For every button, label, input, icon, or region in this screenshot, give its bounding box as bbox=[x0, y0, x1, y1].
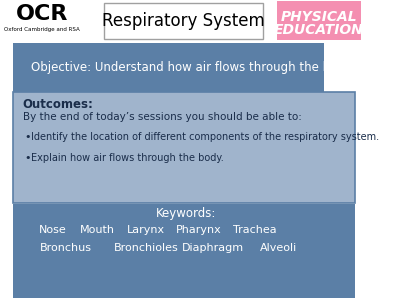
Text: Outcomes:: Outcomes: bbox=[23, 98, 94, 110]
Text: Oxford Cambridge and RSA: Oxford Cambridge and RSA bbox=[4, 26, 80, 32]
FancyBboxPatch shape bbox=[13, 43, 324, 93]
Text: Mouth: Mouth bbox=[80, 225, 115, 235]
Text: Pharynx: Pharynx bbox=[176, 225, 222, 235]
Text: PHYSICAL: PHYSICAL bbox=[280, 10, 357, 24]
Text: Objective: Understand how air flows through the lungs.: Objective: Understand how air flows thro… bbox=[31, 61, 358, 74]
Text: Nose: Nose bbox=[39, 225, 67, 235]
Text: EDUCATION: EDUCATION bbox=[274, 23, 364, 37]
FancyBboxPatch shape bbox=[13, 92, 355, 203]
Text: Bronchus: Bronchus bbox=[40, 243, 92, 253]
FancyBboxPatch shape bbox=[277, 1, 360, 40]
Text: Bronchioles: Bronchioles bbox=[114, 243, 178, 253]
Text: Explain how air flows through the body.: Explain how air flows through the body. bbox=[32, 153, 224, 163]
Text: Larynx: Larynx bbox=[127, 225, 165, 235]
FancyBboxPatch shape bbox=[13, 204, 355, 298]
Text: •: • bbox=[24, 132, 31, 142]
Text: By the end of today’s sessions you should be able to:: By the end of today’s sessions you shoul… bbox=[23, 112, 302, 122]
Text: •: • bbox=[24, 153, 31, 163]
Text: Alveoli: Alveoli bbox=[260, 243, 298, 253]
Text: OCR: OCR bbox=[16, 4, 68, 24]
Text: Identify the location of different components of the respiratory system.: Identify the location of different compo… bbox=[32, 132, 380, 142]
FancyBboxPatch shape bbox=[104, 3, 263, 39]
Text: Diaphragm: Diaphragm bbox=[181, 243, 244, 253]
Text: Keywords:: Keywords: bbox=[156, 208, 216, 220]
FancyBboxPatch shape bbox=[8, 0, 363, 40]
Text: Trachea: Trachea bbox=[233, 225, 277, 235]
Text: Respiratory System: Respiratory System bbox=[102, 12, 264, 30]
